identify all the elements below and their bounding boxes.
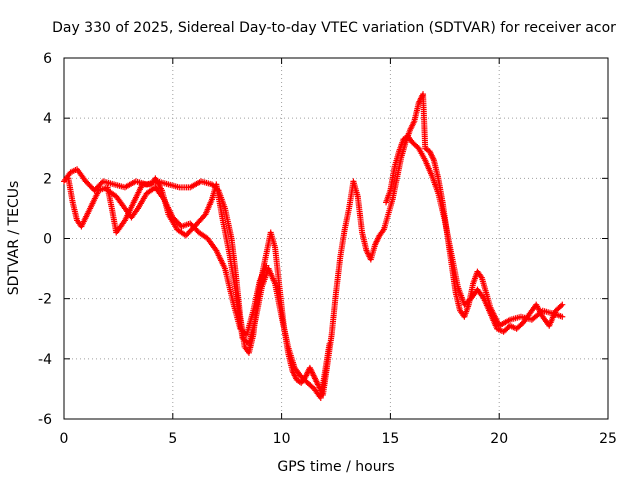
y-tick-label: 0 <box>43 232 52 248</box>
axis-ticks: 0 5 10 15 20 25 -6 -4 -2 0 2 4 6 <box>38 51 617 447</box>
chart-title: Day 330 of 2025, Sidereal Day-to-day VTE… <box>52 20 616 36</box>
x-tick-label: 10 <box>273 431 291 447</box>
x-tick-label: 5 <box>168 431 177 447</box>
data-point-plus <box>559 301 566 308</box>
data-point-plus <box>263 262 270 269</box>
data-marks <box>61 91 566 401</box>
series-track-c <box>104 184 270 338</box>
y-tick-label: 6 <box>43 51 52 67</box>
y-tick-label: 4 <box>43 111 52 127</box>
x-tick-label: 0 <box>60 431 69 447</box>
data-point-plus <box>557 302 564 309</box>
y-tick-label: -6 <box>38 412 52 428</box>
x-axis-label: GPS time / hours <box>277 459 394 475</box>
series-track-d <box>383 133 566 335</box>
data-point-plus <box>201 212 208 219</box>
y-axis-label: SDTVAR / TECUs <box>6 181 22 296</box>
y-tick-label: -2 <box>38 292 52 308</box>
y-tick-label: 2 <box>43 171 52 187</box>
x-tick-label: 25 <box>599 431 617 447</box>
x-tick-label: 15 <box>381 431 399 447</box>
x-tick-label: 20 <box>490 431 508 447</box>
series-track-a <box>61 91 566 398</box>
data-point-plus <box>559 313 566 320</box>
y-tick-label: -4 <box>38 352 52 368</box>
data-point-plus <box>326 340 333 347</box>
grid <box>64 58 608 419</box>
